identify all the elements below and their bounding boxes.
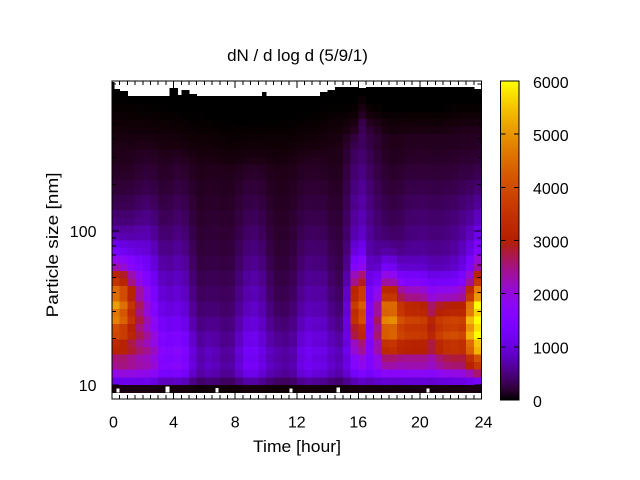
svg-text:24: 24 bbox=[475, 415, 493, 432]
svg-text:5000: 5000 bbox=[533, 128, 569, 145]
svg-text:1000: 1000 bbox=[533, 341, 569, 358]
svg-text:20: 20 bbox=[411, 415, 429, 432]
svg-text:4: 4 bbox=[169, 415, 178, 432]
svg-text:8: 8 bbox=[231, 415, 240, 432]
svg-text:100: 100 bbox=[70, 224, 97, 241]
svg-text:16: 16 bbox=[349, 415, 367, 432]
svg-text:3000: 3000 bbox=[533, 234, 569, 251]
svg-text:Particle size [nm]: Particle size [nm] bbox=[43, 173, 62, 318]
svg-text:0: 0 bbox=[533, 394, 542, 411]
svg-text:4000: 4000 bbox=[533, 181, 569, 198]
svg-text:6000: 6000 bbox=[533, 75, 569, 92]
svg-text:0: 0 bbox=[109, 415, 118, 432]
svg-text:Time [hour]: Time [hour] bbox=[253, 437, 341, 456]
svg-text:dN / d log d (5/9/1): dN / d log d (5/9/1) bbox=[227, 46, 368, 65]
svg-text:12: 12 bbox=[288, 415, 306, 432]
svg-text:2000: 2000 bbox=[533, 288, 569, 305]
svg-text:10: 10 bbox=[79, 378, 97, 395]
